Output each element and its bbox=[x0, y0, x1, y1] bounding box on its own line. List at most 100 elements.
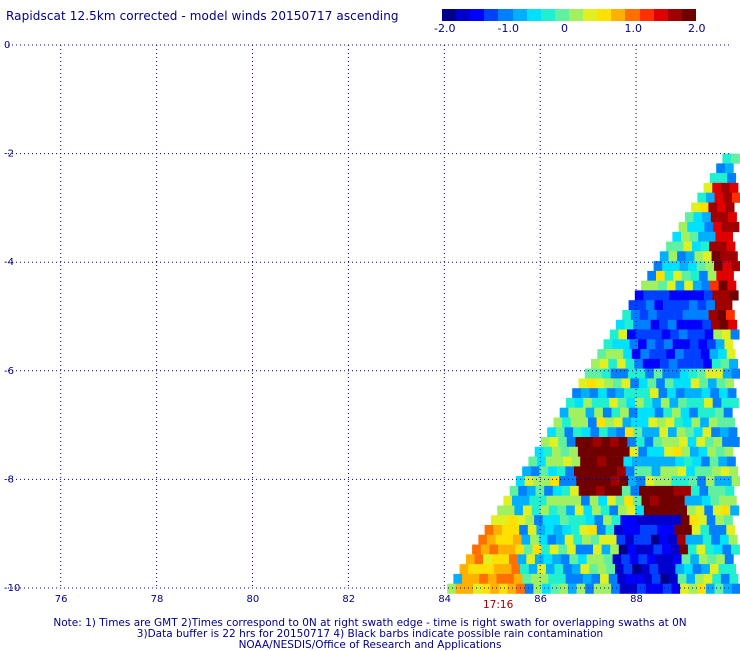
heatmap-cell bbox=[697, 369, 706, 379]
heatmap-cell bbox=[612, 515, 621, 525]
heatmap-cell bbox=[731, 545, 740, 555]
heatmap-cell bbox=[659, 427, 668, 437]
heatmap-cell bbox=[536, 525, 545, 535]
heatmap-cell bbox=[680, 369, 689, 379]
heatmap-cell bbox=[654, 476, 663, 486]
heatmap-cell bbox=[663, 408, 672, 418]
heatmap-cell bbox=[596, 486, 605, 496]
heatmap-cell bbox=[625, 535, 634, 545]
heatmap-cell bbox=[692, 525, 701, 535]
heatmap-cell bbox=[652, 398, 661, 408]
heatmap-cell bbox=[681, 232, 690, 242]
heatmap-cell bbox=[696, 222, 705, 232]
heatmap-cell bbox=[724, 232, 733, 242]
heatmap-cell bbox=[677, 427, 686, 437]
heatmap-cell bbox=[493, 525, 502, 535]
heatmap-cell bbox=[683, 418, 692, 428]
heatmap-cell bbox=[585, 369, 594, 379]
heatmap-cell bbox=[614, 418, 623, 428]
heatmap-cell bbox=[651, 359, 660, 369]
heatmap-cell bbox=[666, 242, 675, 252]
heatmap-cell bbox=[711, 320, 720, 330]
heatmap-cell bbox=[722, 154, 731, 164]
heatmap-cell bbox=[594, 408, 603, 418]
heatmap-cell bbox=[579, 486, 588, 496]
heatmap-cell bbox=[531, 466, 540, 476]
heatmap-cell bbox=[703, 535, 712, 545]
heatmap-cell bbox=[626, 574, 635, 584]
heatmap-cell bbox=[708, 271, 717, 281]
heatmap-cell bbox=[638, 447, 647, 457]
heatmap-cell bbox=[721, 183, 730, 193]
heatmap-cell bbox=[725, 378, 734, 388]
heatmap-cell bbox=[682, 378, 691, 388]
heatmap-cell bbox=[579, 378, 588, 388]
heatmap-cell bbox=[547, 427, 556, 437]
heatmap-cell bbox=[729, 466, 738, 476]
heatmap-cell bbox=[670, 506, 679, 516]
heatmap-cell bbox=[447, 584, 456, 594]
y-tick-label: -10 bbox=[4, 583, 20, 594]
heatmap-cell bbox=[719, 173, 728, 183]
heatmap-cell bbox=[632, 564, 641, 574]
heatmap-cell bbox=[654, 584, 663, 594]
heatmap-cell bbox=[595, 554, 604, 564]
heatmap-cell bbox=[583, 466, 592, 476]
heatmap-cell bbox=[659, 388, 668, 398]
heatmap-cell bbox=[732, 476, 740, 486]
heatmap-cell bbox=[492, 554, 501, 564]
heatmap-cell bbox=[682, 271, 691, 281]
heatmap-cell bbox=[726, 525, 735, 535]
heatmap-cell bbox=[684, 564, 693, 574]
heatmap-cell bbox=[626, 359, 635, 369]
heatmap-cell bbox=[727, 242, 736, 252]
heatmap-cell bbox=[707, 515, 716, 525]
heatmap-cell bbox=[719, 212, 728, 222]
heatmap-cell bbox=[554, 457, 563, 467]
heatmap-cell bbox=[700, 525, 709, 535]
heatmap-cell bbox=[723, 584, 732, 594]
heatmap-cell bbox=[574, 574, 583, 584]
heatmap-cell bbox=[675, 525, 684, 535]
heatmap-cell bbox=[699, 554, 708, 564]
heatmap-cell bbox=[665, 486, 674, 496]
heatmap-cell bbox=[666, 418, 675, 428]
heatmap-cell bbox=[688, 437, 697, 447]
heatmap-cell bbox=[681, 515, 690, 525]
heatmap-cell bbox=[661, 290, 670, 300]
heatmap-cell bbox=[519, 525, 528, 535]
heatmap-cell bbox=[637, 408, 646, 418]
heatmap-cell bbox=[721, 359, 730, 369]
heatmap-cell bbox=[536, 486, 545, 496]
heatmap-cell bbox=[641, 281, 650, 291]
heatmap-cell bbox=[494, 564, 503, 574]
heatmap-cell bbox=[691, 486, 700, 496]
heatmap-cell bbox=[523, 506, 532, 516]
heatmap-cell bbox=[643, 290, 652, 300]
heatmap-cell bbox=[518, 486, 527, 496]
heatmap-cell bbox=[679, 545, 688, 555]
heatmap-cell bbox=[588, 418, 597, 428]
heatmap-cell bbox=[699, 378, 708, 388]
heatmap-cell bbox=[522, 535, 531, 545]
heatmap-cell bbox=[695, 290, 704, 300]
heatmap-cell bbox=[537, 564, 546, 574]
heatmap-cell bbox=[689, 408, 698, 418]
heatmap-cell bbox=[571, 525, 580, 535]
heatmap-cell bbox=[562, 525, 571, 535]
y-axis-ticks: 0-2-4-6-8-10 bbox=[4, 40, 20, 594]
heatmap-cell bbox=[688, 330, 697, 340]
heatmap-cell bbox=[559, 584, 568, 594]
heatmap-cell bbox=[681, 339, 690, 349]
heatmap-cell bbox=[629, 515, 638, 525]
heatmap-cell bbox=[598, 564, 607, 574]
heatmap-cell bbox=[646, 584, 655, 594]
heatmap-cell bbox=[630, 378, 639, 388]
heatmap-cell bbox=[568, 476, 577, 486]
heatmap-cell bbox=[551, 515, 560, 525]
heatmap-cell bbox=[725, 271, 734, 281]
heatmap-cell bbox=[606, 525, 615, 535]
heatmap-cell bbox=[697, 193, 706, 203]
heatmap-cell bbox=[478, 535, 487, 545]
heatmap-cell bbox=[653, 545, 662, 555]
